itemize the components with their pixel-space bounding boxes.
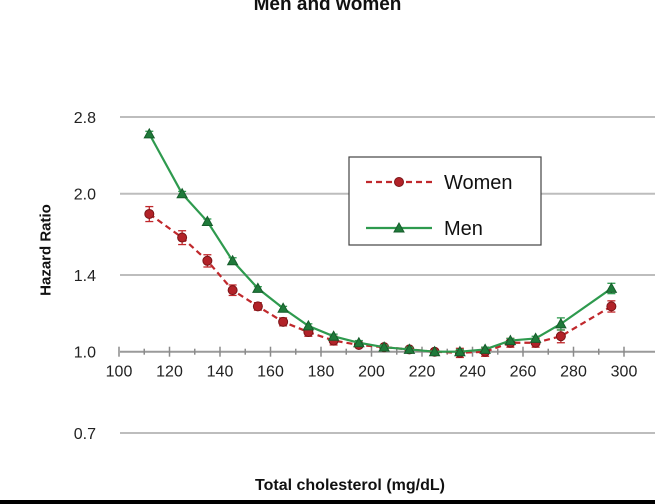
data-point [428, 345, 441, 357]
x-tick-label: 180 [308, 364, 335, 381]
y-tick-label: 2.8 [74, 110, 96, 127]
x-tick-label: 140 [207, 364, 234, 381]
data-point [403, 343, 416, 354]
data-point [504, 334, 517, 346]
chart-title: Men and women [253, 0, 402, 15]
data-point [201, 215, 214, 227]
data-point [143, 127, 156, 139]
legend-label-men: Men [444, 218, 483, 240]
data-point [479, 343, 491, 354]
y-tick-label: 1.0 [74, 345, 96, 362]
data-point [278, 316, 289, 327]
data-point [606, 301, 617, 312]
series-men [143, 127, 618, 357]
data-point [252, 301, 263, 312]
legend-marker [394, 177, 404, 187]
x-tick-label: 160 [257, 364, 284, 381]
data-point [555, 317, 567, 329]
x-tick-label: 240 [459, 364, 486, 381]
data-point [226, 254, 239, 266]
data-point [277, 302, 289, 313]
y-tick-label: 1.4 [74, 268, 96, 285]
data-point [327, 330, 340, 341]
data-point [353, 336, 365, 348]
data-point [202, 255, 213, 266]
data-point [454, 345, 466, 357]
x-tick-label: 120 [156, 364, 183, 381]
data-point [378, 341, 390, 352]
legend: Women Men [348, 156, 542, 246]
x-tick-label: 220 [409, 364, 436, 381]
data-point [144, 208, 155, 219]
x-tick-label: 300 [611, 364, 638, 381]
data-point [177, 232, 188, 243]
x-tick-label: 100 [106, 364, 133, 381]
legend-box [348, 156, 542, 246]
x-tick-label: 280 [560, 364, 587, 381]
data-point [302, 319, 315, 331]
x-tick-label: 260 [510, 364, 537, 381]
data-point [227, 285, 238, 296]
data-point [176, 187, 188, 199]
data-point [605, 282, 618, 293]
legend-marker [393, 221, 405, 233]
x-tick-label: 200 [358, 364, 385, 381]
data-point [529, 332, 542, 343]
x-axis-label: Total cholesterol (mg/dL) [255, 477, 445, 494]
bottom-divider [0, 500, 655, 504]
y-tick-label: 0.7 [74, 426, 96, 443]
data-point [555, 331, 566, 342]
series-line-men [148, 133, 613, 353]
y-tick-label: 2.0 [74, 187, 96, 204]
legend-label-women: Women [444, 172, 513, 194]
data-point [252, 282, 264, 293]
